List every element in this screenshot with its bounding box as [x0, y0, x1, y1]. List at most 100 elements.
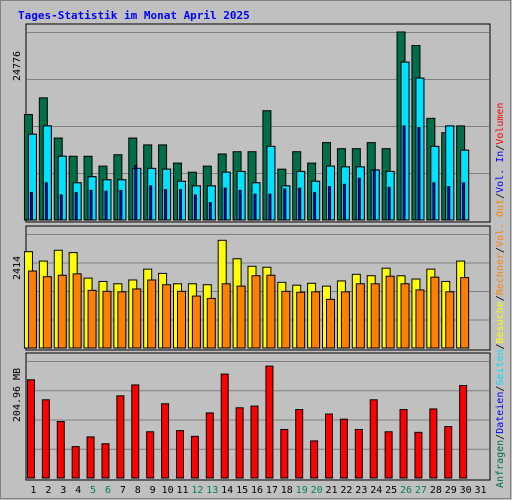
bar-rechner-15 [236, 285, 246, 349]
bar-rechner-23 [355, 283, 365, 349]
bar-volumen-20 [310, 440, 319, 479]
x-tick-28: 28 [430, 485, 442, 496]
y-max-label: 2414 [12, 256, 23, 280]
bar-rechner-7 [117, 291, 127, 349]
legend-item-8: Rechner [495, 253, 506, 295]
x-tick-18: 18 [281, 485, 293, 496]
bar-volumen-28 [429, 408, 438, 479]
bar-rechner-6 [104, 190, 108, 221]
panel-frame [25, 352, 491, 481]
bar-rechner-3 [59, 194, 63, 221]
legend-item-10: Vol. Out [495, 199, 506, 247]
bar-rechner-23 [357, 177, 361, 221]
bar-rechner-22 [340, 291, 350, 349]
bar-volumen-8 [131, 384, 140, 479]
x-tick-7: 7 [120, 485, 126, 496]
bar-volumen-25 [384, 431, 393, 479]
bar-rechner-25 [385, 275, 395, 349]
bar-volumen-10 [161, 403, 170, 479]
x-tick-22: 22 [340, 485, 352, 496]
bar-rechner-8 [132, 288, 142, 349]
panel-upper: 24776 [12, 23, 491, 223]
chart-title: Tages-Statistik im Monat April 2025 [18, 9, 250, 22]
bar-rechner-21 [328, 186, 332, 221]
panel-lower: 204.96 MB [12, 352, 491, 481]
x-tick-30: 30 [460, 485, 472, 496]
y-max-label: 204.96 MB [12, 368, 23, 422]
right-legend: Anfragen/Dateien/Seiten/Besuche/Rechner/… [495, 103, 506, 488]
bar-rechner-16 [253, 193, 257, 221]
bar-rechner-16 [251, 275, 261, 349]
legend-item-12: Vol. In [495, 151, 506, 193]
x-tick-4: 4 [75, 485, 81, 496]
bar-rechner-18 [283, 188, 287, 221]
y-max-label: 24776 [12, 51, 23, 81]
x-tick-26: 26 [400, 485, 412, 496]
legend-item-1: / [495, 434, 506, 440]
bar-volumen-1 [26, 379, 35, 479]
bar-rechner-5 [87, 289, 97, 349]
bar-volumen-22 [339, 418, 348, 479]
bar-volumen-11 [175, 430, 184, 479]
bar-rechner-24 [372, 169, 376, 221]
bar-rechner-24 [370, 283, 380, 349]
x-tick-23: 23 [355, 485, 367, 496]
x-tick-21: 21 [325, 485, 337, 496]
bar-rechner-29 [445, 291, 455, 349]
legend-item-7: / [495, 295, 506, 301]
x-tick-29: 29 [445, 485, 457, 496]
bar-rechner-27 [417, 126, 421, 221]
bar-volumen-30 [459, 385, 468, 479]
x-tick-27: 27 [415, 485, 427, 496]
bar-volumen-21 [325, 413, 334, 479]
bar-rechner-1 [27, 270, 37, 349]
x-tick-10: 10 [162, 485, 174, 496]
legend-item-9: / [495, 247, 506, 253]
bar-rechner-2 [44, 182, 48, 221]
bar-rechner-10 [162, 284, 172, 349]
bar-volumen-12 [190, 435, 199, 479]
bar-rechner-8 [134, 164, 138, 221]
bar-rechner-19 [298, 187, 302, 221]
legend-item-6: Besuche [495, 301, 506, 343]
bar-volumen-24 [369, 399, 378, 479]
bar-volumen-2 [41, 399, 50, 479]
x-tick-31: 31 [475, 485, 487, 496]
bar-volumen-9 [146, 431, 155, 479]
x-tick-3: 3 [60, 485, 66, 496]
x-tick-8: 8 [135, 485, 141, 496]
bar-rechner-12 [191, 295, 201, 349]
bar-rechner-29 [447, 186, 451, 221]
legend-item-14: Volumen [495, 103, 506, 145]
legend-item-11: / [495, 193, 506, 199]
bar-rechner-9 [149, 185, 153, 221]
bar-rechner-14 [221, 283, 231, 349]
legend-item-4: Seiten [495, 349, 506, 385]
bar-volumen-16 [250, 405, 259, 479]
bar-rechner-4 [74, 192, 78, 221]
bar-rechner-17 [266, 274, 276, 349]
x-tick-13: 13 [206, 485, 218, 496]
x-tick-16: 16 [251, 485, 263, 496]
x-tick-14: 14 [221, 485, 233, 496]
bar-rechner-6 [102, 290, 112, 349]
legend-item-5: / [495, 343, 506, 349]
bar-volumen-29 [444, 426, 453, 479]
bar-volumen-13 [205, 412, 214, 479]
bar-rechner-21 [326, 298, 336, 349]
bar-rechner-17 [268, 193, 272, 221]
bar-volumen-27 [414, 431, 423, 479]
bar-rechner-11 [178, 189, 182, 221]
bar-volumen-15 [235, 407, 244, 479]
bar-rechner-13 [206, 297, 216, 349]
bar-volumen-18 [280, 428, 289, 479]
x-tick-15: 15 [236, 485, 248, 496]
bar-volumen-6 [101, 443, 110, 479]
bar-rechner-26 [402, 125, 406, 221]
x-tick-9: 9 [150, 485, 156, 496]
x-tick-19: 19 [296, 485, 308, 496]
bar-rechner-10 [164, 189, 168, 221]
panel-middle: 2414 [12, 225, 491, 351]
